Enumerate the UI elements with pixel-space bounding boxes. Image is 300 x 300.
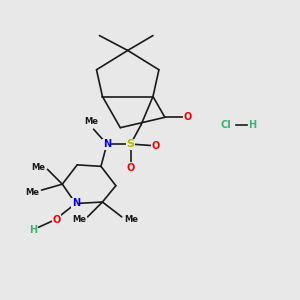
Text: Cl: Cl: [220, 120, 231, 130]
Text: O: O: [152, 140, 160, 151]
Text: O: O: [127, 163, 135, 173]
Text: H: H: [29, 225, 37, 235]
Text: Me: Me: [72, 215, 86, 224]
Text: S: S: [127, 139, 135, 149]
Text: H: H: [248, 120, 256, 130]
Text: N: N: [103, 139, 111, 149]
Text: N: N: [72, 199, 80, 208]
Text: Me: Me: [31, 163, 45, 172]
Text: Me: Me: [84, 117, 98, 126]
Text: O: O: [184, 112, 192, 122]
Text: O: O: [52, 215, 61, 225]
Text: Me: Me: [124, 215, 138, 224]
Text: Me: Me: [25, 188, 39, 197]
